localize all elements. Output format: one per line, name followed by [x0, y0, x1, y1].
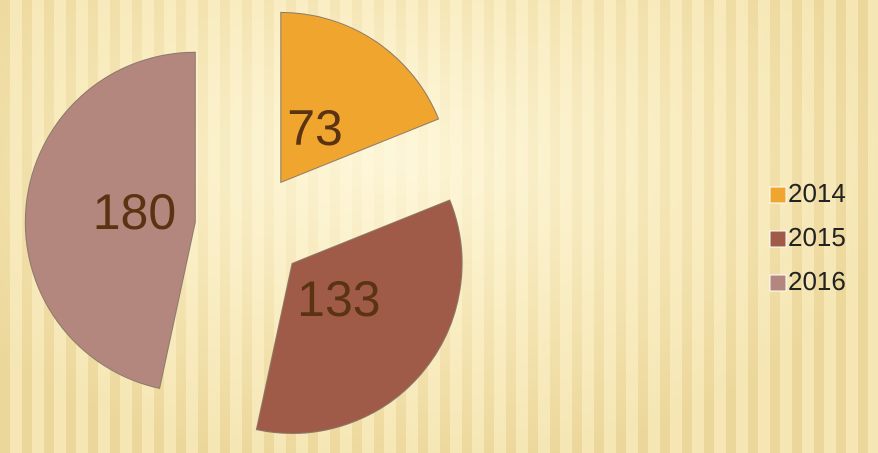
- pie-slice: [24, 51, 196, 389]
- legend-swatch: [769, 230, 787, 248]
- pie-slice: [255, 199, 463, 434]
- legend-label: 2015: [788, 222, 846, 252]
- data-label: 73: [287, 100, 343, 156]
- data-label: 180: [93, 184, 176, 240]
- legend-swatch: [769, 186, 787, 204]
- legend-label: 2016: [788, 266, 846, 296]
- data-label: 133: [297, 271, 380, 327]
- legend-label: 2014: [788, 178, 846, 208]
- pie-slice: [280, 11, 440, 184]
- legend-swatch: [769, 274, 787, 292]
